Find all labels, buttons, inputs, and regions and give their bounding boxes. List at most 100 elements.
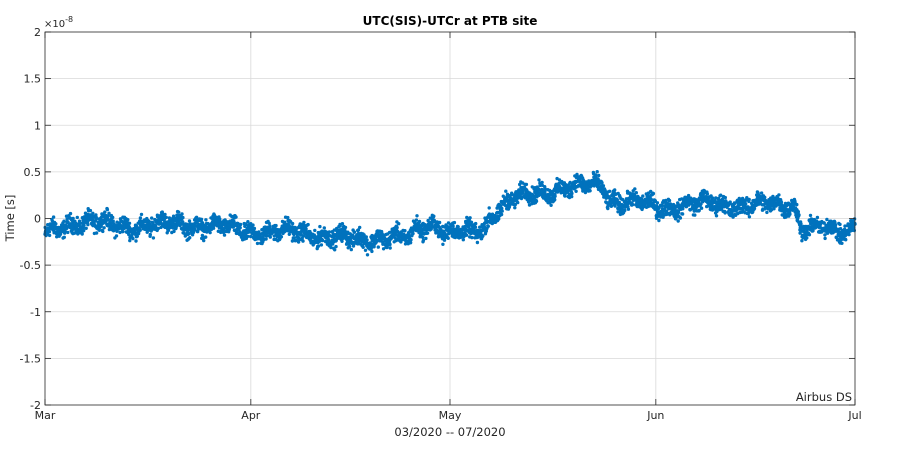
data-point — [134, 239, 138, 243]
data-point — [82, 228, 86, 233]
data-point — [128, 238, 132, 243]
data-point — [798, 231, 802, 235]
x-tick-label: Mar — [35, 409, 56, 422]
data-point — [105, 207, 110, 212]
data-point — [326, 238, 331, 242]
data-point — [255, 241, 260, 246]
data-point — [823, 236, 827, 241]
data-point — [747, 215, 752, 219]
data-point — [500, 209, 504, 213]
data-point — [327, 230, 332, 234]
data-point — [340, 239, 344, 243]
data-point — [138, 228, 142, 232]
data-point — [62, 219, 66, 223]
data-point — [358, 225, 362, 230]
data-point — [302, 234, 306, 238]
chart-title: UTC(SIS)-UTCr at PTB site — [363, 14, 538, 28]
data-point — [127, 221, 132, 225]
data-point — [513, 206, 517, 210]
data-point — [312, 233, 316, 237]
data-point — [319, 243, 324, 247]
data-point — [501, 194, 505, 198]
data-point — [680, 212, 685, 216]
data-point — [340, 222, 345, 226]
data-point — [121, 229, 125, 234]
data-point — [676, 219, 680, 223]
data-point — [758, 200, 762, 205]
data-point — [421, 238, 426, 243]
data-point — [248, 234, 253, 239]
data-point — [796, 210, 800, 214]
data-point — [111, 215, 115, 220]
data-point — [800, 239, 804, 243]
data-point — [290, 221, 295, 226]
data-point — [101, 229, 105, 234]
data-point — [409, 238, 413, 242]
data-point — [630, 202, 635, 207]
data-point — [543, 190, 547, 194]
data-point — [822, 221, 826, 225]
x-axis-label: 03/2020 -- 07/2020 — [394, 425, 505, 439]
data-point — [145, 230, 149, 234]
data-point — [655, 201, 660, 205]
y-tick-label: -2 — [30, 399, 41, 412]
x-tick-label: May — [439, 409, 462, 422]
data-point — [102, 226, 106, 230]
data-point — [333, 248, 337, 252]
data-point — [195, 219, 200, 224]
data-point — [543, 187, 547, 191]
data-point — [322, 226, 326, 230]
data-point — [234, 215, 238, 219]
data-point — [563, 194, 567, 198]
data-point — [304, 227, 308, 231]
y-tick-label: -1 — [30, 306, 41, 319]
data-point — [537, 178, 541, 182]
data-point — [131, 236, 135, 241]
data-point — [807, 233, 812, 237]
data-point — [126, 218, 130, 222]
data-point — [825, 217, 829, 222]
data-point — [246, 220, 250, 224]
data-point — [264, 237, 268, 241]
y-tick-label: -0.5 — [20, 259, 41, 272]
data-point — [534, 199, 539, 203]
data-point — [439, 228, 443, 232]
data-point — [86, 222, 90, 227]
data-point — [287, 232, 291, 236]
data-point — [286, 215, 290, 220]
data-point — [111, 219, 115, 223]
data-point — [504, 189, 508, 193]
data-point — [274, 223, 278, 228]
data-point — [474, 221, 478, 226]
y-exponent: ×10-8 — [44, 15, 73, 30]
data-point — [381, 247, 386, 251]
data-point — [127, 232, 131, 237]
data-point — [221, 230, 226, 235]
data-point — [267, 221, 271, 225]
data-point — [747, 197, 751, 202]
data-point — [600, 181, 604, 185]
data-point — [364, 235, 368, 239]
data-point — [372, 245, 376, 249]
data-point — [251, 223, 255, 227]
data-point — [361, 245, 365, 249]
data-point — [524, 182, 529, 187]
data-point — [147, 219, 151, 224]
data-point — [144, 227, 148, 232]
data-point — [843, 224, 847, 228]
data-point — [772, 207, 776, 211]
data-point — [222, 233, 227, 237]
data-point — [180, 212, 184, 216]
data-point — [292, 232, 296, 237]
data-point — [446, 236, 450, 240]
data-point — [414, 218, 419, 222]
data-point — [363, 248, 368, 252]
data-point — [349, 247, 353, 252]
data-point — [362, 233, 366, 237]
data-point — [574, 189, 578, 193]
data-point — [51, 215, 56, 219]
data-point — [68, 211, 73, 216]
data-point — [103, 210, 107, 214]
data-point — [678, 216, 683, 220]
data-point — [549, 203, 553, 207]
